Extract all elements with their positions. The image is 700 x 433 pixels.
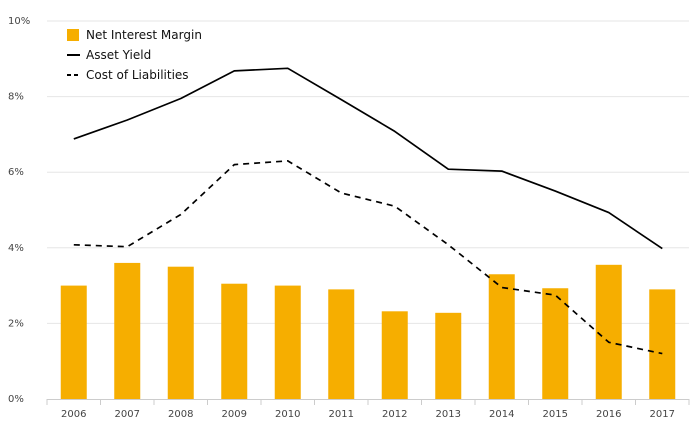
x-tick-label: 2008 — [168, 409, 193, 420]
bars-net-interest-margin — [60, 262, 676, 399]
y-tick-label: 8% — [8, 92, 24, 103]
bar — [649, 289, 676, 399]
x-axis: 2006 2007 2008 2009 2010 2011 2012 2013 2014 2015… — [46, 399, 690, 420]
y-tick-label: 2% — [8, 318, 24, 329]
x-tick-label: 2016 — [596, 409, 621, 420]
bar — [542, 288, 569, 399]
x-tick-label: 2014 — [489, 409, 514, 420]
bar — [435, 312, 462, 399]
x-tick-label: 2010 — [275, 409, 300, 420]
legend-label: Asset Yield — [86, 48, 151, 62]
bar — [114, 262, 141, 399]
x-tick-label: 2015 — [543, 409, 568, 420]
x-tick-label: 2013 — [436, 409, 461, 420]
x-tick-label: 2007 — [115, 409, 140, 420]
legend: Net Interest Margin Asset Yield Cost of Li… — [67, 28, 202, 82]
bar — [381, 311, 408, 399]
x-tick-label: 2011 — [329, 409, 354, 420]
y-tick-label: 10% — [8, 16, 30, 27]
legend-label: Cost of Liabilities — [86, 68, 189, 82]
x-tick-label: 2017 — [650, 409, 675, 420]
gridlines — [47, 20, 689, 324]
bar — [221, 283, 248, 399]
bar — [60, 285, 87, 399]
asset-yield-line — [73, 67, 663, 250]
x-tick-label: 2009 — [222, 409, 247, 420]
bar — [488, 274, 515, 399]
bar — [328, 289, 355, 399]
bar — [167, 266, 194, 399]
legend-swatch-bar — [67, 29, 79, 41]
x-tick-label: 2006 — [61, 409, 86, 420]
y-axis-ticks: 0% 2% 4% 6% 8% 10% — [8, 16, 30, 405]
cost-of-liabilities-line — [73, 160, 663, 355]
bar — [274, 285, 301, 399]
legend-label: Net Interest Margin — [86, 28, 202, 42]
y-tick-label: 6% — [8, 167, 24, 178]
x-tick-label: 2012 — [382, 409, 407, 420]
y-tick-label: 4% — [8, 243, 24, 254]
lines — [73, 67, 663, 355]
y-tick-label: 0% — [8, 394, 24, 405]
bar — [595, 264, 622, 399]
